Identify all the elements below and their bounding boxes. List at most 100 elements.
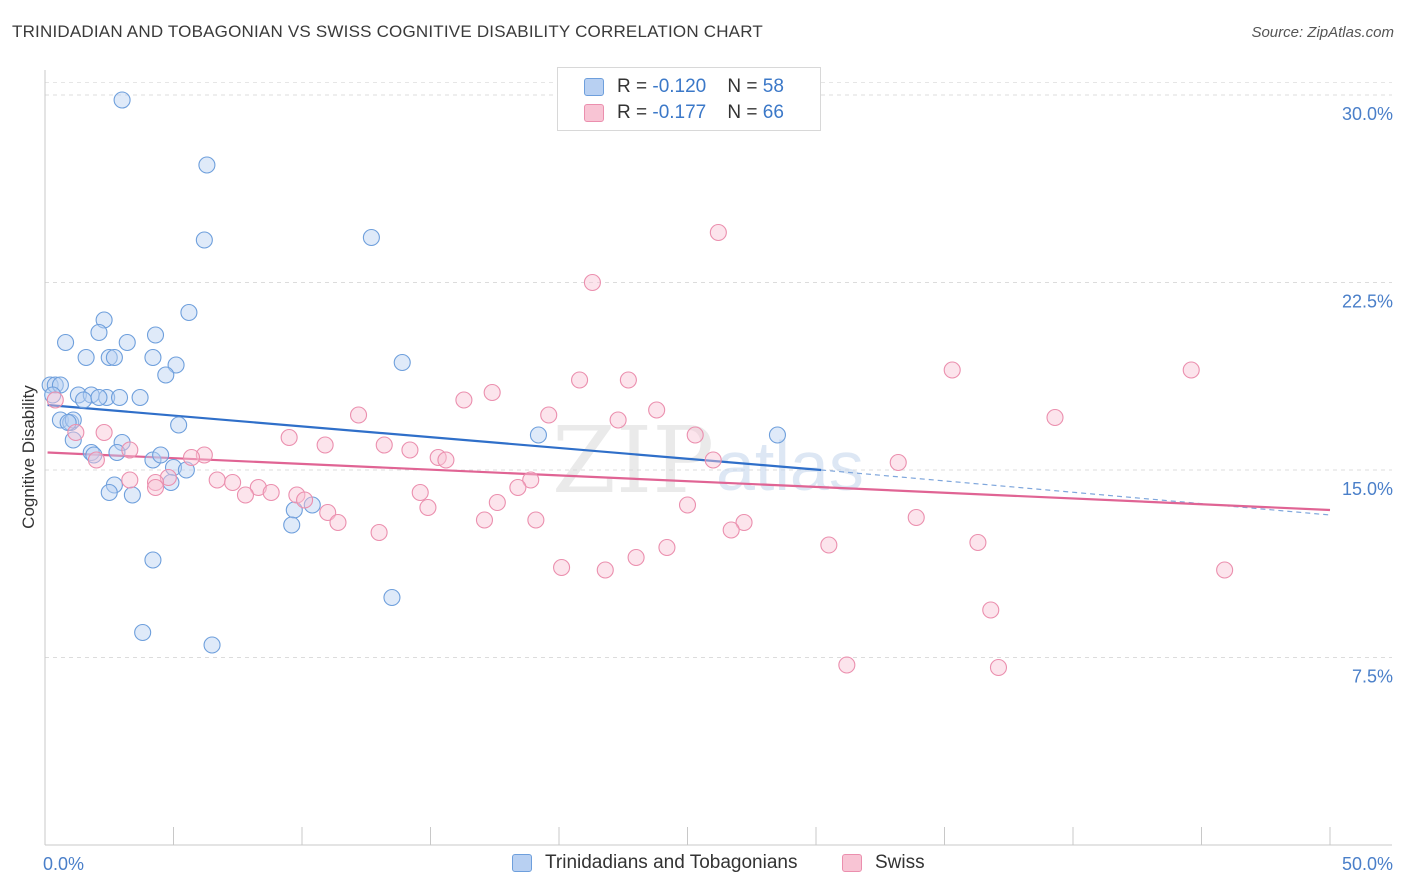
- data-point-trinidadian: [170, 416, 188, 434]
- data-point-swiss: [67, 423, 85, 442]
- data-point-swiss: [95, 423, 113, 442]
- data-point-swiss: [540, 406, 558, 424]
- data-point-trinidadian: [113, 91, 131, 109]
- data-point-swiss: [522, 471, 540, 489]
- data-point-trinidadian: [100, 348, 118, 367]
- legend-text: R = -0.120 N = 58: [617, 76, 784, 98]
- data-point-swiss: [87, 451, 105, 469]
- data-point-swiss: [722, 521, 740, 539]
- data-point-swiss: [159, 468, 177, 487]
- data-point-swiss: [619, 371, 637, 389]
- data-point-trinidadian: [195, 231, 213, 249]
- legend-r-value: -0.120: [652, 76, 707, 97]
- data-point-swiss: [735, 513, 753, 532]
- data-point-swiss: [1046, 408, 1064, 427]
- data-point-swiss: [571, 371, 589, 389]
- data-point-swiss: [208, 471, 226, 489]
- data-point-swiss: [488, 493, 506, 512]
- data-point-trinidadian: [177, 461, 195, 479]
- y-tick-label: 15.0%: [1342, 479, 1393, 499]
- data-point-trinidadian: [134, 623, 152, 642]
- y-tick-label: 7.5%: [1352, 667, 1393, 687]
- data-point-swiss: [236, 486, 255, 504]
- data-point-trinidadian: [90, 323, 108, 342]
- data-point-swiss: [943, 361, 961, 379]
- data-point-trinidadian: [69, 386, 87, 404]
- data-point-swiss: [329, 513, 347, 532]
- data-point-trinidadian: [105, 348, 123, 367]
- data-point-trinidadian: [144, 348, 162, 367]
- data-point-swiss: [296, 491, 314, 509]
- watermark: ZIP atlas: [552, 407, 864, 514]
- bottom-legend-swatch-pink: [842, 854, 862, 872]
- data-point-swiss: [658, 538, 676, 557]
- data-point-swiss: [527, 511, 545, 529]
- data-point-swiss: [401, 441, 419, 459]
- data-point-swiss: [509, 478, 527, 497]
- axes: [44, 70, 1392, 846]
- data-point-swiss: [686, 426, 704, 444]
- data-point-swiss: [455, 391, 473, 409]
- data-point-trinidadian: [90, 388, 108, 407]
- legend-r-value: -0.177: [652, 102, 707, 123]
- data-point-swiss: [609, 411, 627, 429]
- data-point-swiss: [319, 503, 337, 522]
- legend-r-label: R =: [617, 76, 653, 97]
- data-point-trinidadian: [162, 473, 180, 492]
- data-point-trinidadian: [146, 326, 165, 344]
- data-point-trinidadian: [46, 376, 64, 394]
- legend-n-value: 58: [762, 76, 784, 97]
- legend-n-label: N =: [727, 102, 763, 123]
- data-point-swiss: [678, 496, 697, 514]
- data-point-trinidadian: [362, 228, 380, 247]
- data-point-trinidadian: [167, 356, 185, 374]
- legend-text: R = -0.177 N = 66: [617, 102, 784, 124]
- data-point-swiss: [411, 483, 429, 502]
- data-point-trinidadian: [768, 426, 787, 444]
- data-point-trinidadian: [393, 353, 411, 372]
- data-point-swiss: [820, 536, 838, 554]
- data-point-trinidadian: [198, 156, 216, 174]
- data-point-trinidadian: [157, 366, 175, 384]
- data-point-trinidadian: [110, 388, 129, 407]
- data-point-swiss: [838, 656, 856, 674]
- data-point-swiss: [989, 658, 1008, 677]
- data-point-swiss: [375, 436, 393, 454]
- data-point-trinidadian: [75, 391, 93, 409]
- data-point-trinidadian: [95, 311, 113, 329]
- data-point-swiss: [121, 441, 139, 459]
- legend-swatch-pink: [584, 104, 604, 122]
- watermark-zip: ZIP: [552, 407, 714, 514]
- data-point-swiss: [419, 498, 437, 517]
- data-point-swiss: [704, 451, 722, 469]
- data-point-swiss: [969, 533, 987, 552]
- data-point-swiss: [483, 383, 501, 402]
- data-point-swiss: [709, 223, 727, 242]
- data-point-trinidadian: [283, 516, 301, 534]
- data-point-trinidadian: [100, 483, 118, 502]
- data-point-swiss: [46, 391, 64, 409]
- data-point-trinidadian: [144, 551, 162, 569]
- data-point-trinidadian: [131, 388, 149, 407]
- data-point-trinidadian: [57, 333, 75, 352]
- data-point-trinidadian: [44, 386, 62, 404]
- data-point-swiss: [316, 436, 334, 454]
- data-point-swiss: [889, 453, 907, 472]
- bottom-legend-label: Swiss: [875, 852, 925, 873]
- data-point-swiss: [648, 401, 666, 419]
- data-point-swiss: [249, 478, 267, 497]
- data-point-swiss: [553, 558, 571, 577]
- data-point-trinidadian: [41, 376, 59, 394]
- data-point-swiss: [146, 478, 165, 497]
- data-point-swiss: [907, 508, 925, 527]
- data-point-swiss: [182, 448, 201, 467]
- data-point-trinidadian: [164, 458, 183, 477]
- data-point-swiss: [1182, 361, 1200, 379]
- data-point-swiss: [146, 473, 165, 492]
- data-point-swiss: [583, 273, 601, 292]
- data-point-trinidadian: [203, 636, 221, 654]
- data-point-trinidadian: [285, 501, 303, 519]
- data-point-swiss: [349, 406, 368, 424]
- data-point-swiss: [437, 451, 455, 469]
